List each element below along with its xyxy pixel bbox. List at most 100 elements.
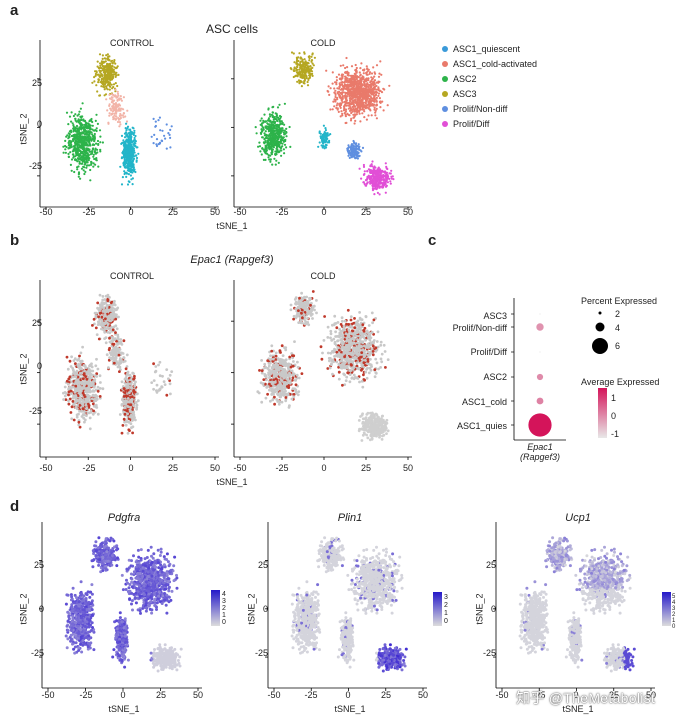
a-control-cell-point	[130, 154, 133, 157]
b-control-cell-point	[103, 337, 106, 340]
a-cold-cell-point	[328, 93, 331, 96]
a-cold-cell-point	[276, 125, 279, 128]
a-control-cell-point	[67, 147, 70, 150]
b-control-cell-point	[74, 362, 77, 365]
a-cold-cell-point	[358, 110, 361, 113]
d1-xtick: 0	[120, 690, 126, 700]
a-cold-cell-point	[362, 102, 365, 105]
a-cold-cell-point	[277, 134, 280, 137]
a-cold-cell-point	[259, 150, 262, 153]
scale-label: 1	[672, 618, 676, 624]
a-control-cell-point	[150, 135, 153, 138]
a-cold-cell-point	[373, 98, 376, 101]
a-cold-cell-point	[353, 145, 357, 148]
a-control-cell-point	[129, 149, 132, 152]
a-control-cell-point	[153, 133, 156, 136]
panel-letter-b: b	[10, 232, 20, 249]
b-control-cell-point	[158, 360, 162, 364]
panel-b-subtitle-cold: COLD	[310, 271, 336, 281]
a-control-cell-point	[95, 113, 98, 116]
b-control-cell-point	[165, 368, 169, 371]
a-cold-cell-point	[274, 163, 277, 166]
a-control-cell-point	[98, 94, 101, 97]
a-control-cell-point	[64, 151, 67, 154]
a-control-cell-point	[118, 97, 121, 100]
a-cold-cell-point	[374, 72, 377, 75]
a-cold-cell-point	[382, 182, 385, 185]
a-cold-cell-point	[271, 120, 274, 123]
a-cold-cell-point	[352, 88, 355, 91]
a-control-cell-point	[97, 73, 100, 76]
a-control-cell-point	[118, 125, 121, 128]
a-control-cell-point	[99, 70, 102, 73]
plin1-scale-labels: 3 2 1 0	[444, 594, 448, 626]
a-cold-cell-point	[388, 177, 391, 180]
a-control-cell-point	[99, 148, 102, 151]
a-cold-cell-point	[336, 102, 339, 105]
a-cold-cell-point	[350, 143, 354, 146]
a-control-cell-point	[87, 157, 91, 160]
dotplot-category-label-asc1-cold: ASC1_cold	[461, 397, 507, 407]
a-cold-cell-point	[331, 71, 334, 74]
a-control-cell-point	[85, 166, 88, 169]
b-control-cell-point	[100, 315, 104, 319]
a-control-cell-point	[80, 140, 83, 143]
a-control-cell-point	[77, 147, 80, 151]
scale-label: 1	[222, 612, 226, 619]
a-control-cell-point	[91, 120, 94, 124]
b-control-cell-point	[78, 354, 81, 358]
a-control-cell-point	[106, 109, 109, 112]
b-control-cell-point	[98, 395, 102, 398]
b-control-cell-point	[69, 411, 73, 414]
a-control-cell-point	[101, 54, 104, 57]
a-control-cell-point	[92, 155, 95, 158]
a-control-cell-point	[83, 163, 86, 166]
a-cold-cell-point	[378, 181, 381, 184]
legend-item-asc1-cold-activated: ASC1_cold-activated	[442, 59, 537, 74]
b-control-cell-point	[92, 404, 96, 408]
b-control-cell-point	[78, 392, 82, 396]
a-control-cell-point	[117, 103, 120, 106]
a-cold-cell-point	[345, 104, 348, 107]
a-control-cell-point	[135, 154, 138, 157]
a-control-cell-point	[135, 159, 138, 162]
a-cold-cell-point	[324, 146, 327, 149]
a-cold-cell-point	[262, 141, 265, 144]
b-control-cell-point	[78, 363, 82, 367]
a-control-cell-point	[70, 111, 73, 114]
a-cold-cell-point	[259, 119, 262, 122]
a-control-cell-point	[70, 120, 73, 123]
a-cold-cell-point	[353, 122, 356, 125]
a-control-cell-point	[107, 76, 110, 79]
a-control-cell-point	[70, 169, 73, 172]
legend-dot	[442, 46, 448, 52]
a-cold-cell-point	[353, 141, 356, 144]
a-control-cell-point	[79, 146, 82, 149]
a-left-xtick: -50	[39, 207, 53, 217]
b-control-cell-point	[95, 357, 98, 361]
a-control-cell-point	[76, 160, 79, 163]
a-control-cell-point	[94, 163, 97, 166]
a-cold-cell-point	[378, 97, 381, 100]
a-cold-cell-point	[310, 55, 313, 58]
a-control-cell-point	[77, 165, 80, 168]
a-cold-cell-point	[371, 81, 375, 84]
a-control-cell-point	[133, 144, 136, 147]
a-cold-cell-point	[329, 108, 332, 111]
b-control-cell-point	[89, 369, 93, 373]
a-cold-cell-point	[323, 133, 326, 136]
a-cold-cell-point	[374, 181, 377, 184]
a-control-cell-point	[84, 170, 87, 173]
b-control-cell-point	[114, 353, 118, 356]
d2-xtick: -25	[304, 690, 318, 700]
percent-legend-tick-6: 6	[615, 341, 621, 351]
a-cold-cell-point	[306, 80, 309, 84]
a-cold-cell-point	[276, 119, 279, 123]
b-control-cell-point	[85, 382, 89, 385]
a-cold-cell-point	[357, 155, 360, 158]
a-cold-cell-point	[375, 104, 378, 107]
a-cold-cell-point	[375, 64, 379, 67]
a-cold-cell-point	[370, 72, 374, 75]
a-control-cell-point	[114, 88, 117, 91]
a-control-cell-point	[74, 127, 77, 130]
